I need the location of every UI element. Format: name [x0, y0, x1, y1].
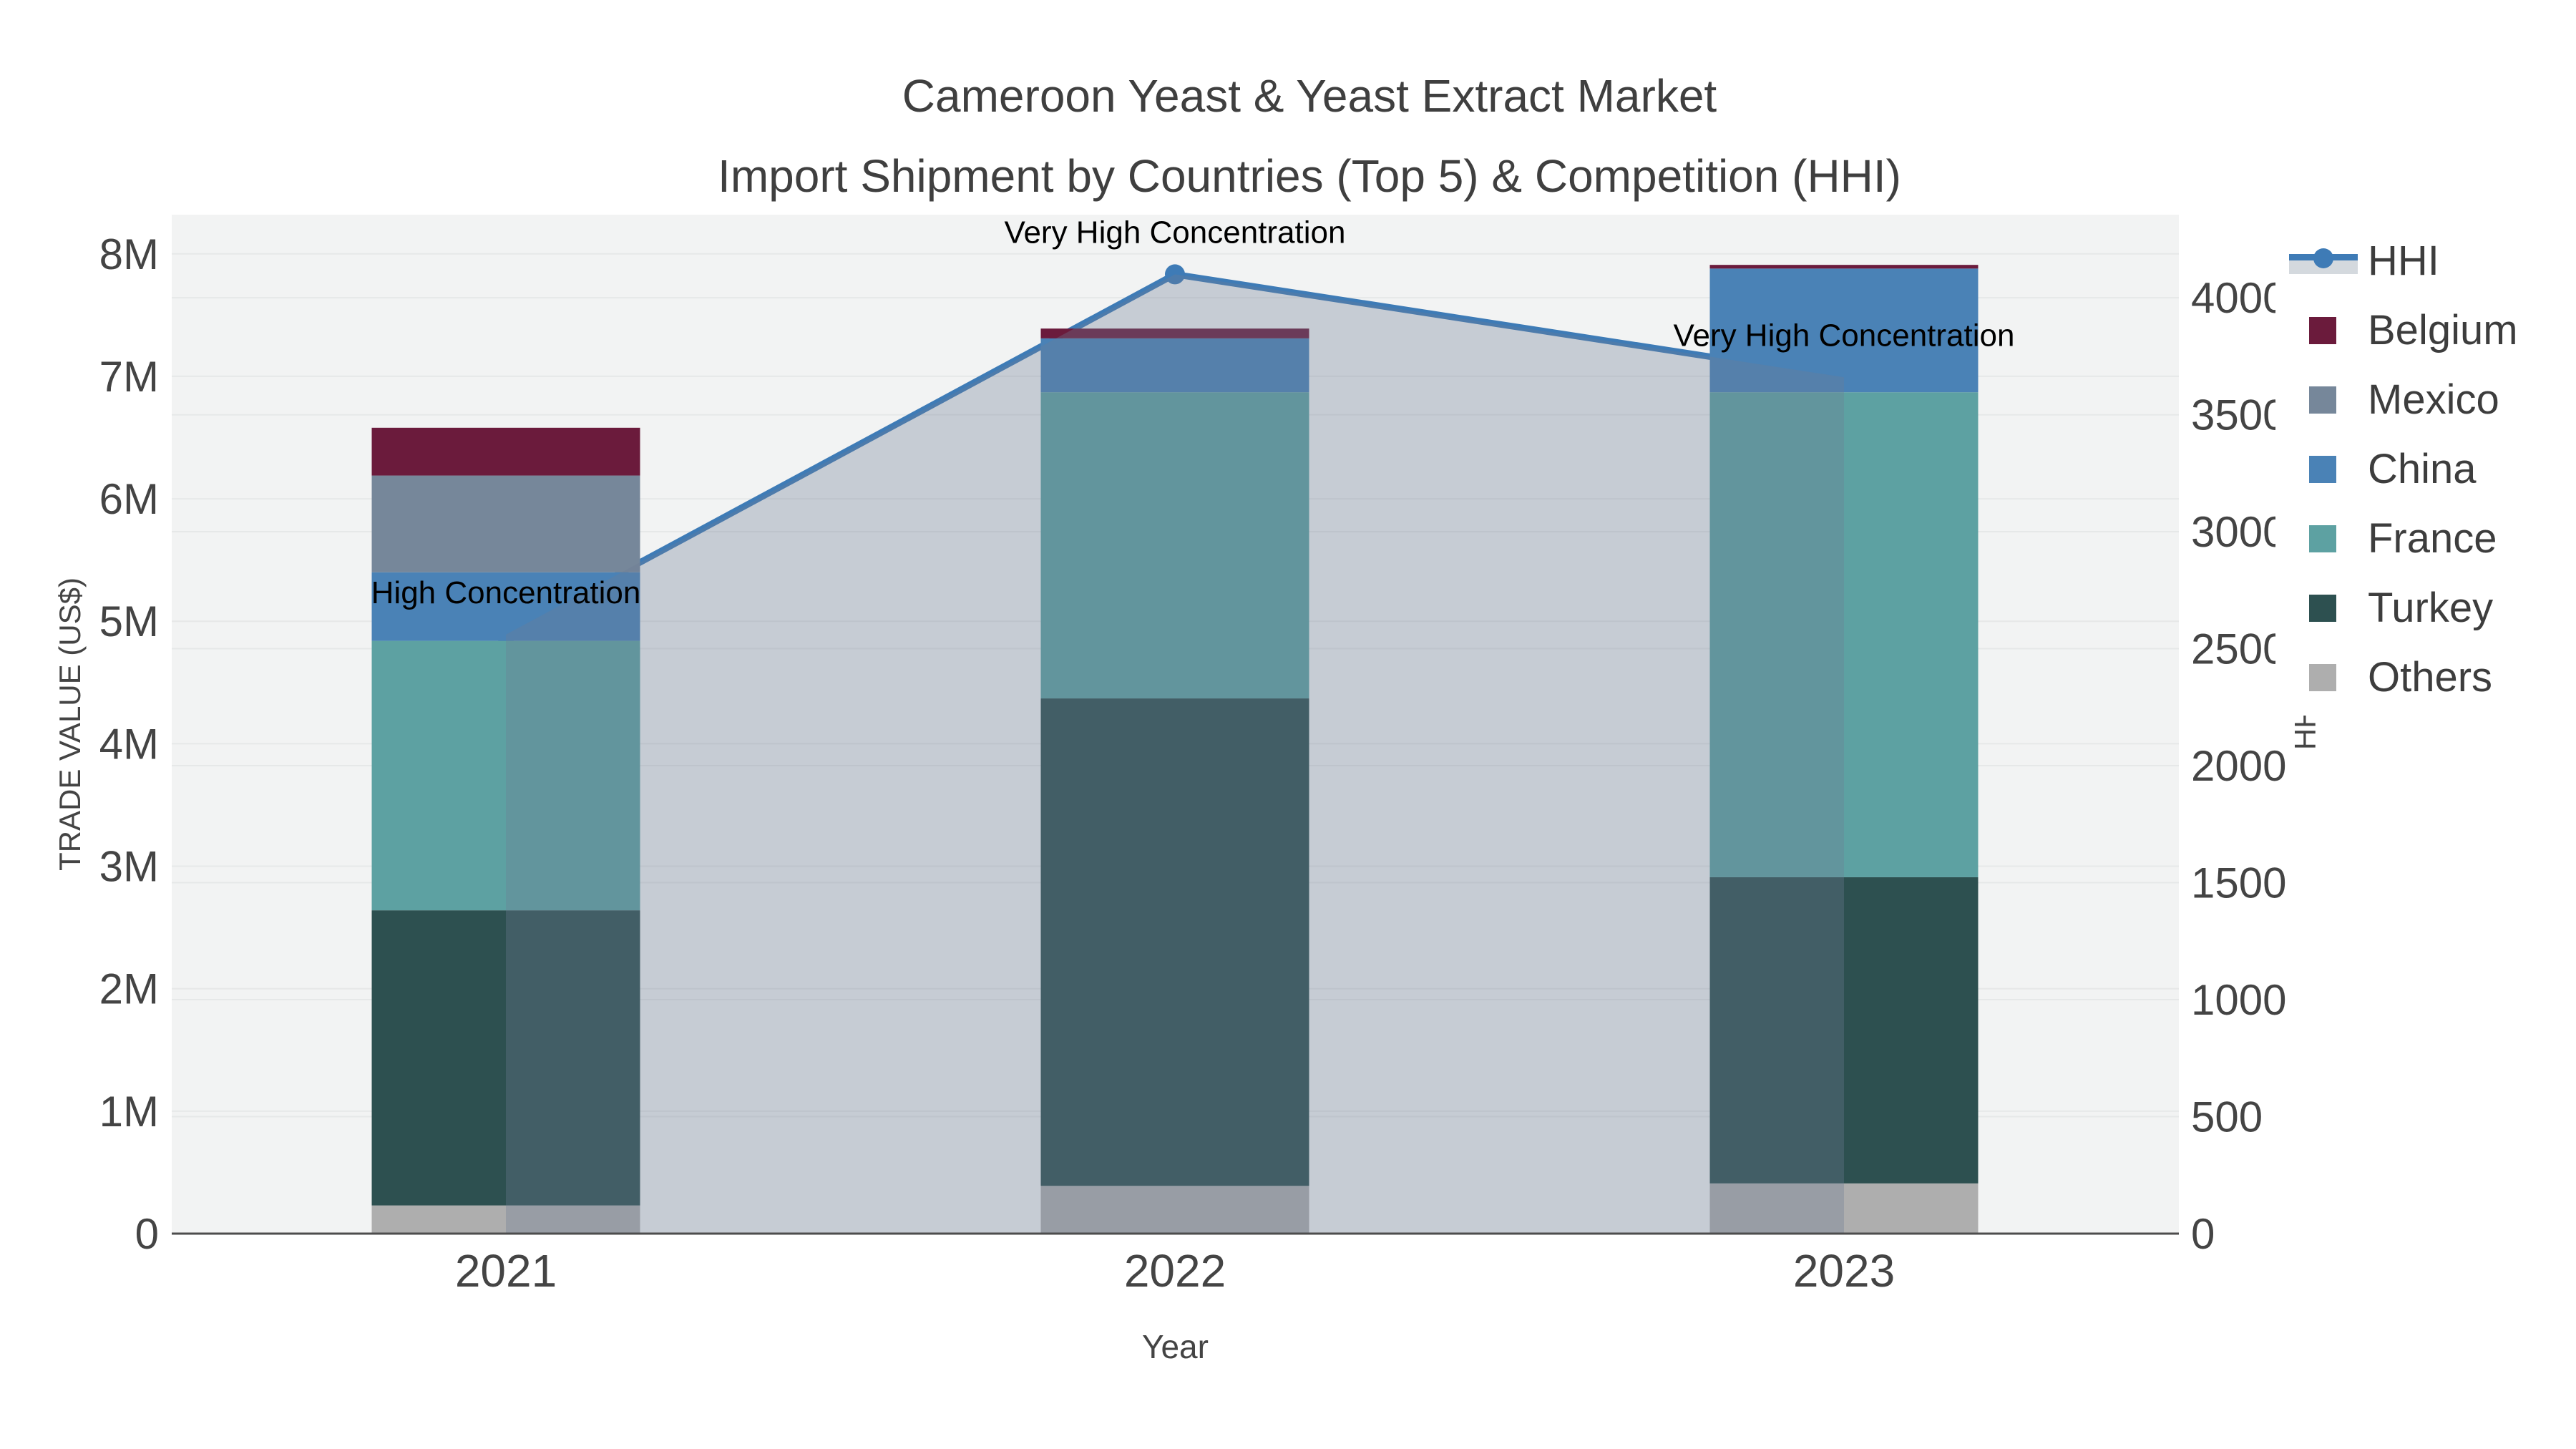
y-axis-tick-label: 5M: [99, 597, 159, 645]
x-axis-tick-label-2022: 2022: [1124, 1245, 1226, 1297]
annotation-2021: High Concentration: [371, 575, 641, 610]
bar-segment-turkey-2023[interactable]: [1709, 877, 1979, 1184]
x-axis-tick-label-2021: 2021: [455, 1245, 557, 1297]
y-axis-tick-label: 2M: [99, 965, 159, 1013]
legend-swatch-icon: [2309, 316, 2336, 344]
chart-title-line2: Import Shipment by Countries (Top 5) & C…: [718, 150, 1901, 202]
y-axis-tick-label: 3M: [99, 843, 159, 891]
bar-segment-belgium-2021[interactable]: [371, 427, 640, 476]
legend-item-turkey[interactable]: Turkey: [2275, 573, 2576, 643]
bar-segment-belgium-2022[interactable]: [1040, 328, 1309, 338]
legend-label: Others: [2368, 654, 2493, 701]
y-axis-tick-label: 1M: [99, 1088, 159, 1136]
y-axis-tick-label: 8M: [99, 230, 159, 278]
y2-axis-tick-label: 1500: [2191, 859, 2286, 907]
y-axis-tick-label: 6M: [99, 475, 159, 523]
chart-title-line1: Cameroon Yeast & Yeast Extract Market: [902, 70, 1717, 122]
chart-title: Cameroon Yeast & Yeast Extract Market Im…: [43, 56, 2576, 216]
y2-axis-tick-label: 3000: [2191, 508, 2286, 556]
bar-segment-mexico-2021[interactable]: [371, 475, 640, 572]
bar-segment-belgium-2023[interactable]: [1709, 265, 1979, 269]
legend-swatch-icon: [2309, 455, 2336, 483]
legend-swatch-icon: [2309, 386, 2336, 414]
bar-segment-france-2023[interactable]: [1709, 392, 1979, 877]
y-axis-tick-label: 7M: [99, 353, 159, 401]
y-axis-title: TRADE VALUE (US$): [53, 577, 87, 871]
y2-axis-tick-label: 500: [2191, 1093, 2263, 1141]
annotation-2023: Very High Concentration: [1674, 318, 2015, 353]
y2-axis-tick-label: 2500: [2191, 625, 2286, 673]
legend-swatch-icon: [2309, 663, 2336, 691]
bar-segment-france-2022[interactable]: [1040, 392, 1309, 699]
hhi-legend-sample-icon: [2289, 245, 2358, 277]
bar-segment-others-2021[interactable]: [371, 1205, 640, 1234]
hhi-marker[interactable]: [1165, 264, 1185, 285]
y2-axis-tick-label: 2000: [2191, 742, 2286, 790]
bars-group: [371, 265, 1979, 1234]
y-axis-tick-label: 0: [135, 1210, 159, 1258]
legend-item-hhi[interactable]: HHI: [2275, 226, 2576, 296]
bar-segment-china-2022[interactable]: [1040, 338, 1309, 393]
bar-segment-turkey-2021[interactable]: [371, 910, 640, 1206]
legend-label: HHI: [2368, 238, 2439, 284]
legend-label: Turkey: [2368, 585, 2494, 631]
legend-label: China: [2368, 446, 2477, 492]
annotation-2022: Very High Concentration: [1005, 215, 1346, 250]
hhi-area-group: [506, 274, 1844, 1234]
bar-segment-turkey-2022[interactable]: [1040, 698, 1309, 1186]
legend-swatch-icon: [2309, 594, 2336, 622]
bar-segment-china-2021[interactable]: [371, 572, 640, 641]
legend-label: Mexico: [2368, 376, 2499, 423]
legend: HHI Belgium Mexico China France Turkey Others: [2275, 226, 2576, 716]
bar-segment-others-2023[interactable]: [1709, 1183, 1979, 1234]
legend-item-others[interactable]: Others: [2275, 643, 2576, 712]
bar-segment-france-2021[interactable]: [371, 640, 640, 911]
x-axis-tick-label-2023: 2023: [1793, 1245, 1895, 1297]
bar-segment-others-2022[interactable]: [1040, 1186, 1309, 1234]
axes-group: 0 1M 2M 3M 4M 5M 6M 7M 8M 0 500 1000 1500 2000 2500 300…: [53, 230, 2322, 1365]
y2-axis-tick-label: 3500: [2191, 391, 2286, 439]
legend-item-mexico[interactable]: Mexico: [2275, 365, 2576, 434]
annotations-group: High Concentration Very High Concentratio…: [371, 215, 2015, 610]
y-axis-tick-label: 4M: [99, 720, 159, 768]
legend-label: Belgium: [2368, 307, 2518, 353]
legend-label: France: [2368, 515, 2497, 562]
legend-item-belgium[interactable]: Belgium: [2275, 296, 2576, 365]
legend-item-france[interactable]: France: [2275, 504, 2576, 573]
legend-swatch-icon: [2309, 525, 2336, 552]
x-axis-title: Year: [1142, 1328, 1209, 1365]
hhi-area-fill: [506, 274, 1844, 1234]
bar-segment-china-2023[interactable]: [1709, 268, 1979, 393]
y2-axis-tick-label: 4000: [2191, 274, 2286, 322]
legend-item-china[interactable]: China: [2275, 434, 2576, 504]
y2-axis-tick-label: 1000: [2191, 976, 2286, 1024]
y2-axis-tick-label: 0: [2191, 1210, 2215, 1258]
